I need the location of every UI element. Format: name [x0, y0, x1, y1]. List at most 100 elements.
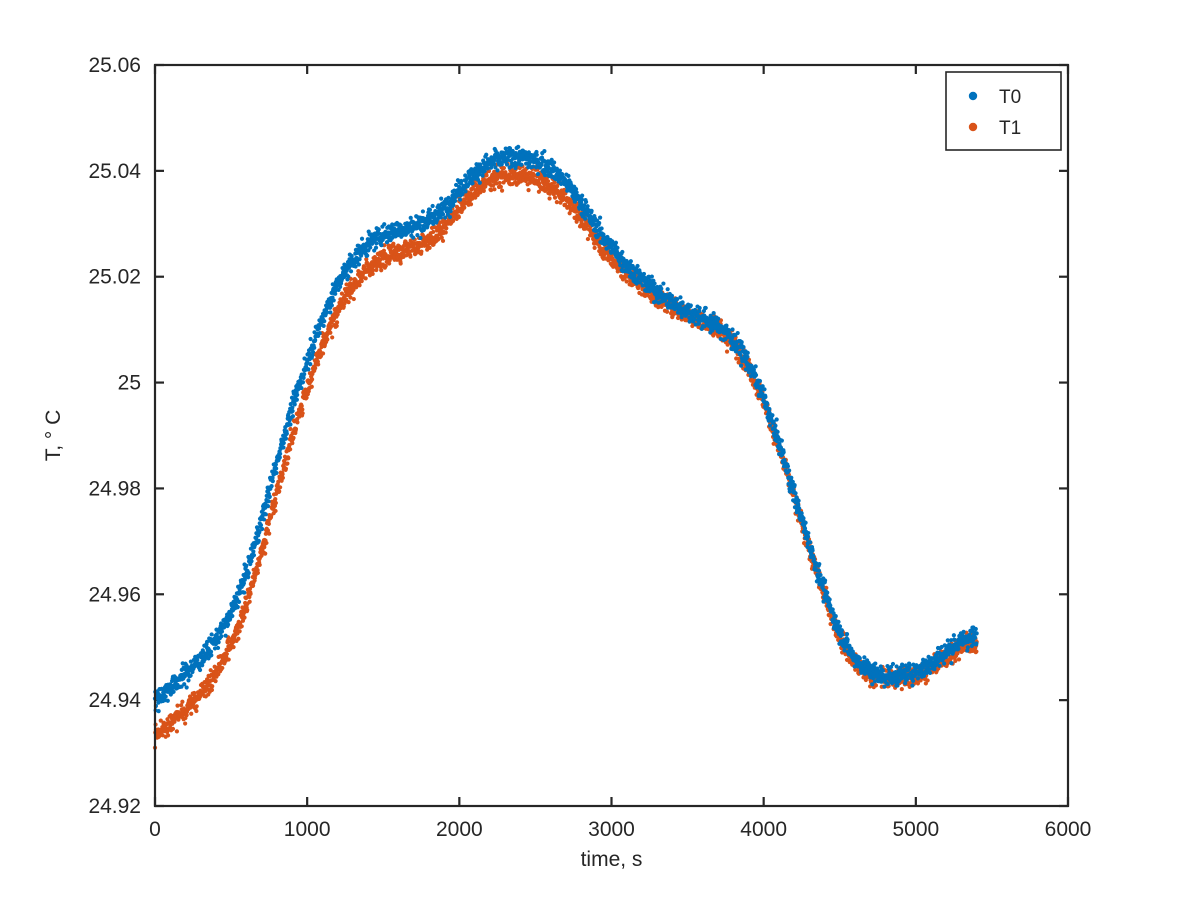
data-point — [316, 362, 321, 367]
data-point — [288, 426, 293, 432]
data-point — [915, 681, 921, 686]
data-point — [810, 548, 815, 553]
data-point — [760, 384, 765, 389]
data-point — [818, 572, 823, 578]
data-point — [580, 193, 585, 198]
data-point — [765, 401, 770, 406]
data-point — [208, 668, 213, 673]
data-point — [775, 429, 780, 434]
data-point — [473, 195, 478, 200]
data-point — [830, 607, 835, 612]
data-point — [192, 690, 197, 696]
data-point — [599, 226, 604, 231]
data-point — [489, 188, 494, 193]
data-point — [353, 264, 358, 269]
data-point — [510, 148, 515, 154]
data-point — [188, 659, 194, 664]
data-point — [213, 679, 218, 684]
data-point — [373, 245, 379, 250]
data-point — [322, 319, 327, 324]
data-point — [200, 663, 205, 668]
data-point — [495, 168, 500, 173]
data-point — [270, 479, 275, 484]
data-point — [545, 179, 551, 184]
data-point — [498, 184, 503, 189]
data-point — [796, 498, 801, 503]
data-point — [579, 197, 584, 202]
data-point — [741, 344, 746, 350]
data-point — [610, 239, 615, 244]
data-point — [197, 667, 203, 673]
data-point — [646, 274, 651, 279]
data-point — [283, 466, 289, 471]
data-point — [504, 162, 510, 167]
data-point — [255, 570, 260, 575]
data-point — [457, 184, 462, 189]
data-point — [338, 284, 343, 289]
data-point — [745, 354, 750, 359]
data-point — [770, 413, 775, 418]
data-point — [716, 316, 721, 321]
data-point — [439, 196, 444, 201]
data-point — [293, 426, 299, 432]
data-point — [547, 196, 552, 201]
data-point — [330, 335, 335, 340]
data-point — [585, 236, 591, 242]
data-point — [739, 340, 744, 345]
data-point — [499, 162, 504, 167]
data-point — [188, 673, 193, 678]
data-point — [463, 189, 468, 194]
data-point — [534, 165, 539, 170]
data-point — [710, 328, 715, 333]
data-point — [286, 456, 291, 461]
data-point — [263, 551, 268, 556]
series-T0 — [152, 144, 979, 714]
data-point — [443, 230, 448, 235]
data-point — [415, 233, 420, 238]
data-point — [427, 245, 432, 250]
data-point — [256, 538, 261, 543]
data-point — [624, 279, 629, 284]
data-point — [263, 512, 268, 517]
data-point — [583, 216, 588, 221]
data-point — [226, 657, 231, 662]
data-point — [260, 526, 265, 532]
data-point — [753, 373, 759, 378]
data-point — [779, 438, 784, 443]
data-point — [427, 207, 433, 212]
data-point — [251, 549, 256, 554]
data-point — [266, 499, 271, 504]
data-point — [825, 590, 830, 595]
data-point — [438, 215, 443, 220]
data-point — [240, 618, 246, 623]
data-point — [664, 309, 670, 314]
data-point — [163, 694, 168, 699]
data-point — [812, 557, 817, 562]
data-point — [257, 562, 262, 567]
data-point — [787, 489, 792, 494]
data-point — [475, 177, 481, 182]
data-point — [276, 479, 281, 484]
data-point — [331, 298, 336, 303]
data-point — [346, 274, 351, 279]
data-point — [863, 677, 868, 683]
data-point — [552, 160, 557, 165]
data-point — [265, 503, 271, 509]
data-point — [574, 190, 579, 195]
data-point — [806, 530, 811, 536]
data-point — [680, 300, 685, 305]
data-point — [335, 312, 340, 317]
data-point — [628, 259, 633, 264]
data-point — [492, 161, 497, 167]
data-point — [802, 526, 808, 531]
data-point — [324, 310, 330, 315]
data-point — [194, 704, 199, 709]
data-point — [444, 226, 449, 231]
data-point — [582, 203, 587, 208]
data-point — [237, 629, 242, 634]
data-point — [833, 614, 838, 619]
data-point — [450, 218, 456, 224]
data-point — [179, 684, 184, 689]
data-point — [457, 197, 463, 202]
